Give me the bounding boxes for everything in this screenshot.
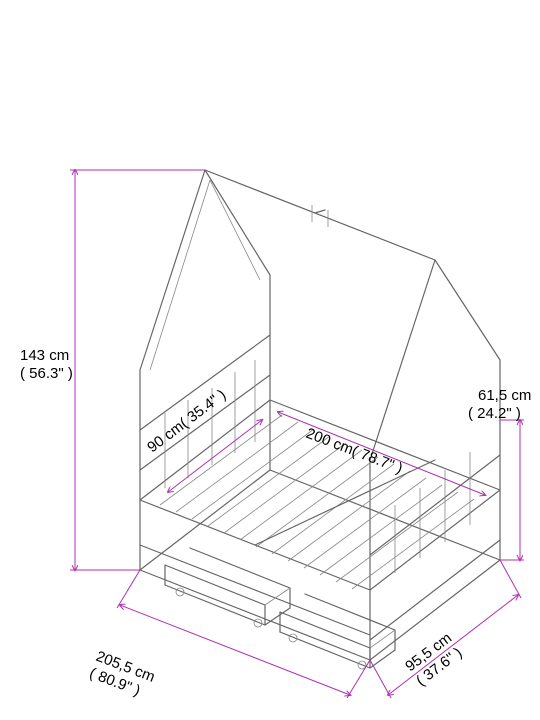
dim-innerw-in: ( 35.4" ): [177, 386, 229, 431]
svg-text:143 cm( 56.3" ): 143 cm( 56.3" ): [20, 347, 73, 382]
svg-text:205,5 cm( 80.9" ): 205,5 cm( 80.9" ): [87, 648, 157, 703]
dim-side-in: ( 24.2" ): [468, 405, 521, 422]
dim-height-cm: 143 cm: [20, 347, 69, 364]
diagram-canvas: 143 cm( 56.3" ) 205,5 cm( 80.9" ) 95,5 c…: [0, 0, 540, 720]
svg-text:61,5 cm: 61,5 cm: [478, 387, 531, 404]
dim-side-cm: 61,5 cm: [478, 387, 531, 404]
svg-text:95,5 cm( 37.6" ): 95,5 cm( 37.6" ): [402, 630, 466, 690]
dim-height-in: ( 56.3" ): [20, 365, 73, 382]
svg-text:90 cm( 35.4" ): 90 cm( 35.4" ): [144, 386, 229, 456]
svg-text:( 24.2" ): ( 24.2" ): [468, 405, 521, 422]
